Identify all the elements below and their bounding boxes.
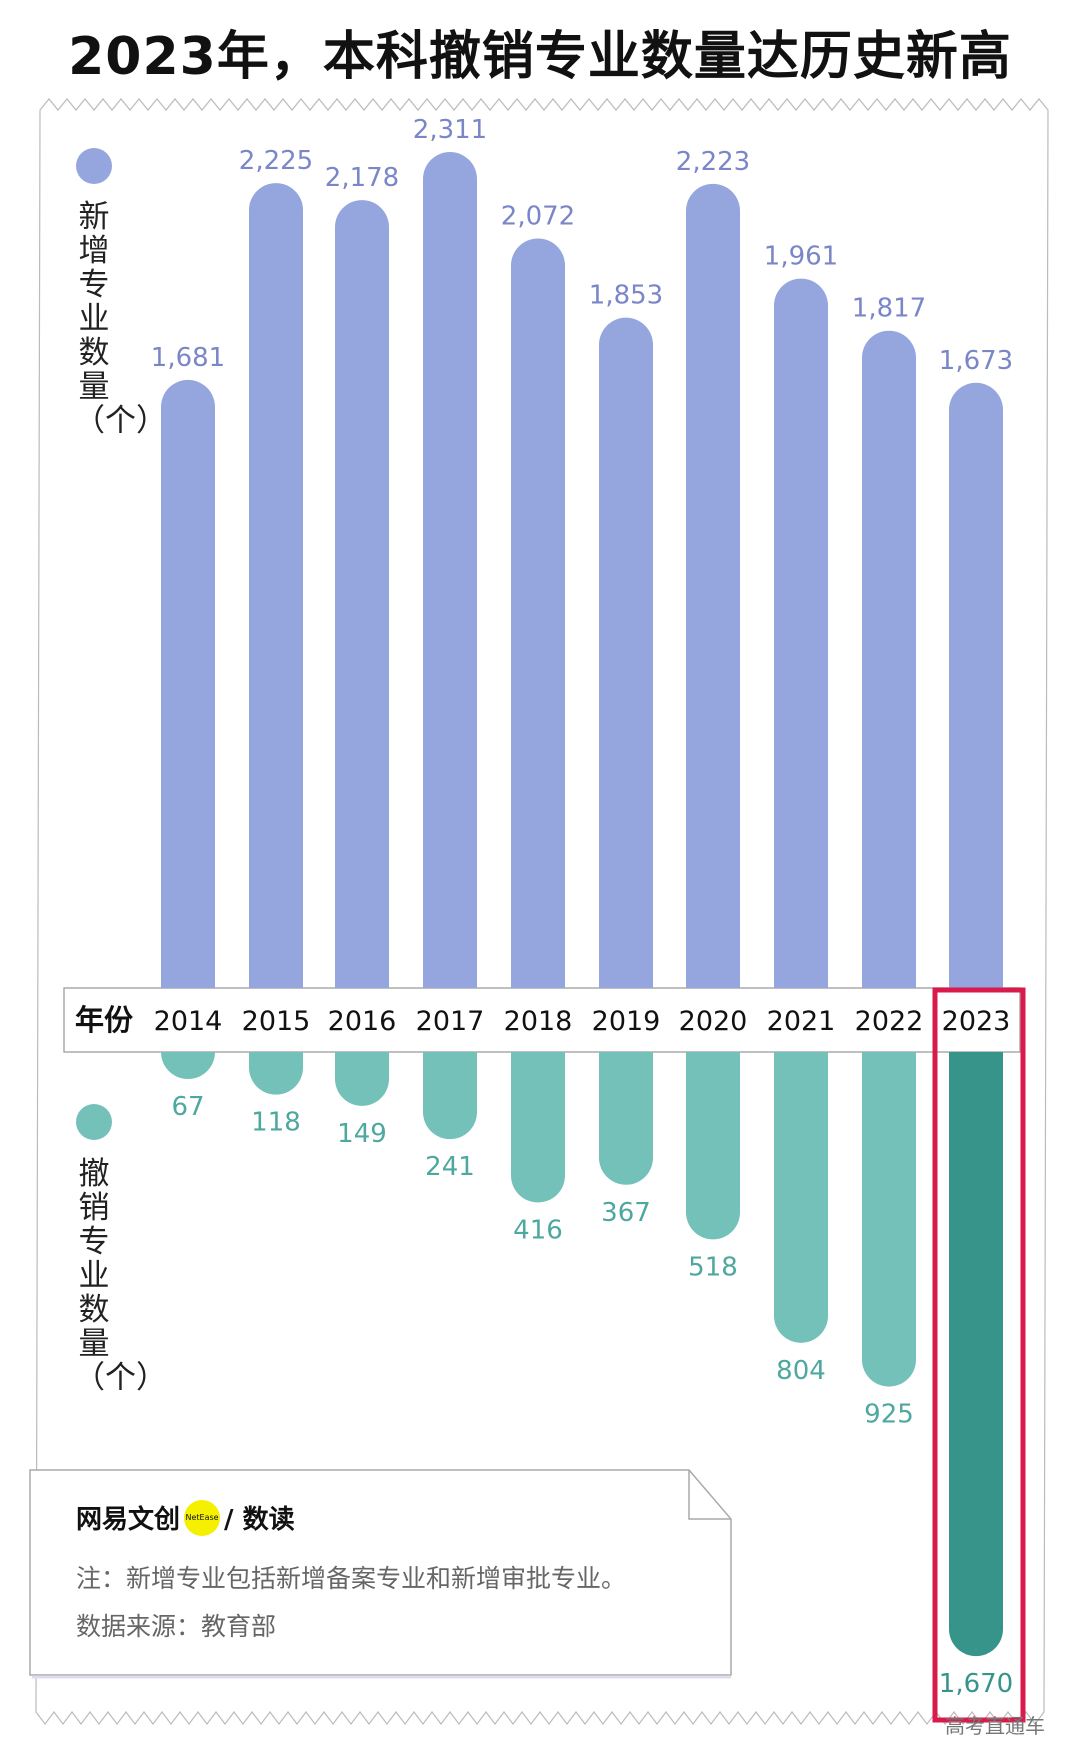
- removed-bar: [686, 1052, 740, 1240]
- removed-value-label: 416: [513, 1215, 563, 1245]
- removed-value-label: 925: [864, 1400, 914, 1430]
- removed-value-label: 1,670: [939, 1669, 1013, 1699]
- added-bar: [335, 200, 389, 989]
- removed-value-label: 518: [688, 1252, 738, 1282]
- removed-value-label: 67: [171, 1092, 204, 1122]
- year-tick-label: 2019: [592, 1006, 661, 1037]
- removed-bar: [335, 1052, 389, 1106]
- year-tick-label: 2017: [416, 1006, 485, 1037]
- brand-logo: 网易文创 NetEase / 数读: [76, 1499, 295, 1536]
- added-bar: [774, 278, 828, 989]
- added-value-label: 2,311: [413, 115, 487, 145]
- source-text: 数据来源：教育部: [76, 1612, 277, 1641]
- watermark: 高考直通车: [945, 1714, 1045, 1738]
- brand-suffix: / 数读: [224, 1505, 295, 1535]
- removed-bar: [774, 1052, 828, 1343]
- legend-added-label: 新增专业数量（个）: [74, 199, 167, 439]
- note-text: 注：新增专业包括新增备案专业和新增审批专业。: [76, 1564, 627, 1593]
- legend-added-dot: [76, 148, 112, 184]
- removed-bar: [161, 1052, 215, 1079]
- brand-name: 网易文创: [76, 1505, 181, 1535]
- added-bar: [423, 152, 477, 988]
- removed-bar: [599, 1052, 653, 1185]
- removed-value-label: 241: [425, 1152, 475, 1182]
- added-bar: [511, 238, 565, 988]
- removed-value-label: 149: [337, 1119, 387, 1149]
- year-tick-label: 2018: [504, 1006, 573, 1037]
- removed-value-label: 804: [776, 1356, 826, 1386]
- added-value-label: 1,673: [939, 346, 1013, 376]
- removed-value-label: 118: [251, 1108, 301, 1138]
- added-bar: [249, 183, 303, 988]
- removed-bar: [423, 1052, 477, 1140]
- year-tick-label: 2022: [855, 1006, 924, 1037]
- added-value-label: 2,072: [501, 201, 575, 231]
- added-bar: [949, 382, 1003, 989]
- added-value-label: 2,223: [676, 147, 750, 177]
- year-tick-label: 2023: [942, 1006, 1011, 1037]
- year-axis-label: 年份: [75, 1003, 133, 1037]
- removed-bar: [511, 1052, 565, 1203]
- year-tick-label: 2020: [679, 1006, 748, 1037]
- year-tick-label: 2021: [767, 1006, 836, 1037]
- year-axis-band: [63, 987, 1021, 1053]
- added-bar: [599, 317, 653, 988]
- legend-removed-dot: [76, 1104, 112, 1140]
- removed-value-label: 367: [601, 1198, 651, 1228]
- highlight-box-2023: [932, 987, 1026, 1723]
- added-bar: [862, 330, 916, 988]
- removed-bar: [862, 1052, 916, 1387]
- added-value-label: 2,178: [325, 163, 399, 193]
- removed-bar: [949, 1052, 1003, 1657]
- added-value-label: 1,961: [764, 242, 838, 272]
- added-value-label: 2,225: [239, 146, 313, 176]
- added-value-label: 1,853: [589, 281, 663, 311]
- chart-title: 2023年，本科撤销专业数量达历史新高: [68, 27, 1012, 87]
- removed-bar: [249, 1052, 303, 1095]
- year-tick-label: 2016: [328, 1006, 397, 1037]
- netease-logo: NetEase: [184, 1499, 221, 1536]
- note-card: 网易文创 NetEase / 数读 注：新增专业包括新增备案专业和新增审批专业。…: [29, 1469, 732, 1679]
- added-bar: [161, 379, 215, 988]
- added-value-label: 1,817: [852, 294, 926, 324]
- added-bar: [686, 183, 740, 988]
- year-tick-label: 2015: [242, 1006, 311, 1037]
- added-value-label: 1,681: [151, 343, 225, 373]
- legend-removed-label: 撤销专业数量（个）: [74, 1156, 167, 1396]
- year-tick-label: 2014: [154, 1006, 223, 1037]
